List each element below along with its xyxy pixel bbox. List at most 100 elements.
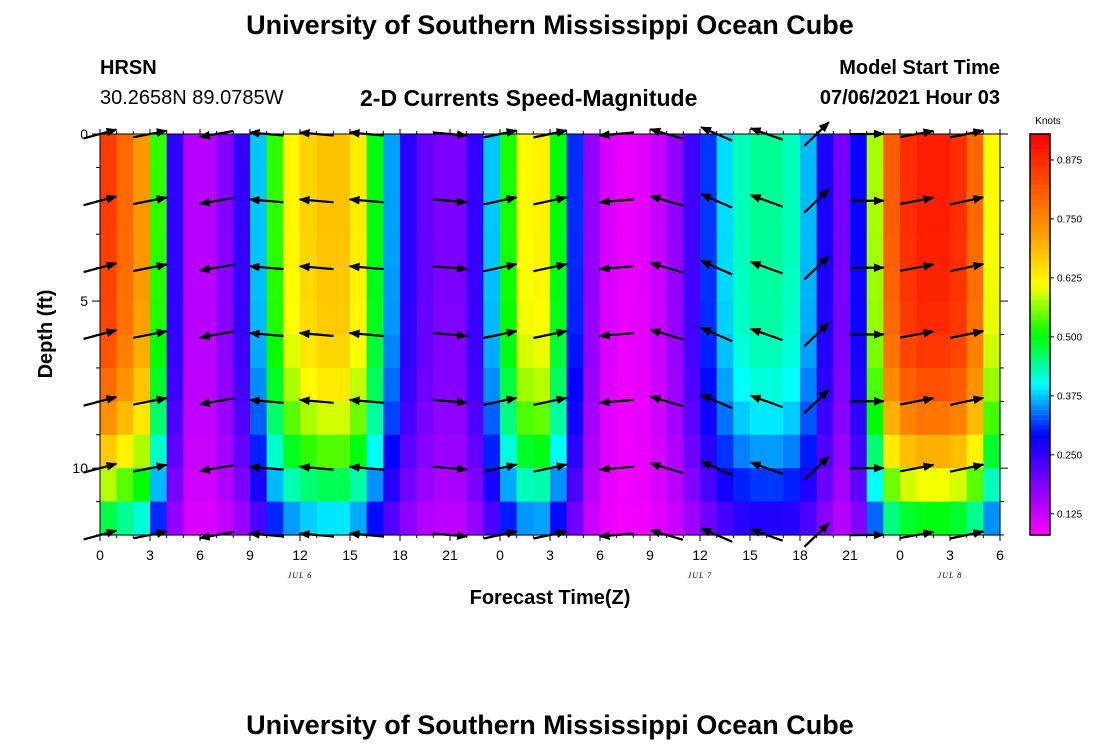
heatmap-cell: [883, 134, 901, 169]
heatmap-cell: [666, 468, 684, 503]
heatmap-cell: [700, 401, 718, 436]
heatmap-cell: [366, 167, 384, 202]
heatmap-cell: [166, 167, 184, 202]
heatmap-cell: [216, 501, 234, 536]
heatmap-cell: [833, 200, 851, 235]
heatmap-cell: [916, 267, 934, 302]
heatmap-cell: [283, 301, 301, 336]
heatmap-cell: [466, 167, 484, 202]
heatmap-cell: [783, 167, 801, 202]
heatmap-cell: [433, 434, 451, 469]
colorbar-segment: [1030, 499, 1050, 506]
current-vector: [949, 195, 985, 206]
x-axis: 0 3 6 9 12 15 18 21 0 3 6 9 12 15 18 21 0 3 6: [96, 129, 1004, 563]
current-vector: [198, 263, 234, 274]
heatmap-cell: [266, 234, 284, 269]
heatmap-cell: [150, 334, 168, 369]
colorbar-segment: [1030, 414, 1050, 421]
colorbar-segment: [1030, 224, 1050, 230]
heatmap-cell: [916, 301, 934, 336]
colorbar-segment: [1030, 159, 1050, 165]
heatmap-cell: [683, 401, 701, 436]
heatmap-cell: [333, 234, 351, 269]
heatmap-cell: [200, 367, 218, 402]
heatmap-cell: [433, 468, 451, 503]
heatmap-cell: [516, 167, 534, 202]
current-vector: [483, 328, 518, 340]
heatmap-cell: [883, 267, 901, 302]
y-axis-title: Depth (ft): [35, 290, 57, 379]
heatmap-cell: [700, 334, 718, 369]
heatmap-cell: [900, 434, 918, 469]
heatmap-cell: [400, 134, 418, 169]
heatmap-cell: [766, 301, 784, 336]
heatmap-cell: [800, 501, 818, 536]
heatmap-cell: [483, 167, 501, 202]
x-tick-label: 12: [692, 547, 708, 563]
current-vector: [198, 196, 234, 207]
heatmap-cell: [816, 434, 834, 469]
heatmap-cell: [866, 401, 884, 436]
heatmap-cell: [400, 234, 418, 269]
heatmap-cell: [683, 468, 701, 503]
colorbar-segment: [1030, 464, 1050, 471]
heatmap-cell: [750, 434, 768, 469]
current-vector: [298, 396, 334, 406]
heatmap-cell: [166, 134, 184, 169]
heatmap-cell: [433, 234, 451, 269]
colorbar-segment: [1030, 269, 1050, 275]
heatmap-cell: [833, 468, 851, 503]
heatmap-cell: [216, 234, 234, 269]
heatmap-cell: [816, 301, 834, 336]
heatmap-cell: [266, 468, 284, 503]
heatmap-cell: [600, 301, 618, 336]
heatmap-cell: [450, 401, 468, 436]
heatmap-cell: [850, 200, 868, 235]
current-vector: [533, 328, 568, 340]
colorbar-segment: [1030, 449, 1050, 456]
heatmap-cell: [483, 234, 501, 269]
colorbar: 0.125 0.250 0.375 0.500 0.625 0.750 0.875: [1029, 133, 1082, 536]
heatmap-cell: [600, 334, 618, 369]
heatmap-cell: [566, 367, 584, 402]
current-vector: [649, 328, 684, 341]
heatmap-cell: [700, 434, 718, 469]
heatmap-cell: [300, 334, 318, 369]
heatmap-cell: [366, 468, 384, 503]
heatmap-cell: [950, 301, 968, 336]
heatmap-cell: [150, 134, 168, 169]
colorbar-segment: [1030, 444, 1050, 451]
current-vector: [899, 262, 935, 272]
heatmap-cell: [483, 200, 501, 235]
colorbar-segment: [1030, 214, 1050, 220]
colorbar-segment: [1030, 399, 1050, 406]
heatmap-cell: [850, 167, 868, 202]
current-vector: [483, 462, 518, 473]
colorbar-segment: [1030, 204, 1050, 210]
current-vector: [700, 393, 733, 410]
colorbar-segment: [1030, 189, 1050, 195]
heatmap-cell: [216, 334, 234, 369]
heatmap-cell: [750, 468, 768, 503]
current-vector: [483, 261, 518, 273]
heatmap-cell: [533, 501, 551, 536]
x-tick-label: 0: [96, 547, 104, 563]
heatmap-cell: [666, 434, 684, 469]
colorbar-segment: [1030, 434, 1050, 441]
heatmap-cell: [950, 367, 968, 402]
heatmap-cell: [416, 134, 434, 169]
heatmap-cell: [150, 367, 168, 402]
heatmap-cell: [183, 401, 201, 436]
heatmap-cell: [650, 234, 668, 269]
heatmap-cell: [566, 234, 584, 269]
heatmap-cell: [183, 134, 201, 169]
heatmap-cell: [733, 334, 751, 369]
colorbar-segment: [1030, 359, 1050, 366]
heatmap-cell: [933, 134, 951, 169]
heatmap-cell: [816, 267, 834, 302]
current-vector: [133, 262, 168, 273]
heatmap-cell: [916, 468, 934, 503]
colorbar-segment: [1030, 349, 1050, 356]
heatmap-cell: [266, 301, 284, 336]
heatmap-cell: [316, 134, 334, 169]
